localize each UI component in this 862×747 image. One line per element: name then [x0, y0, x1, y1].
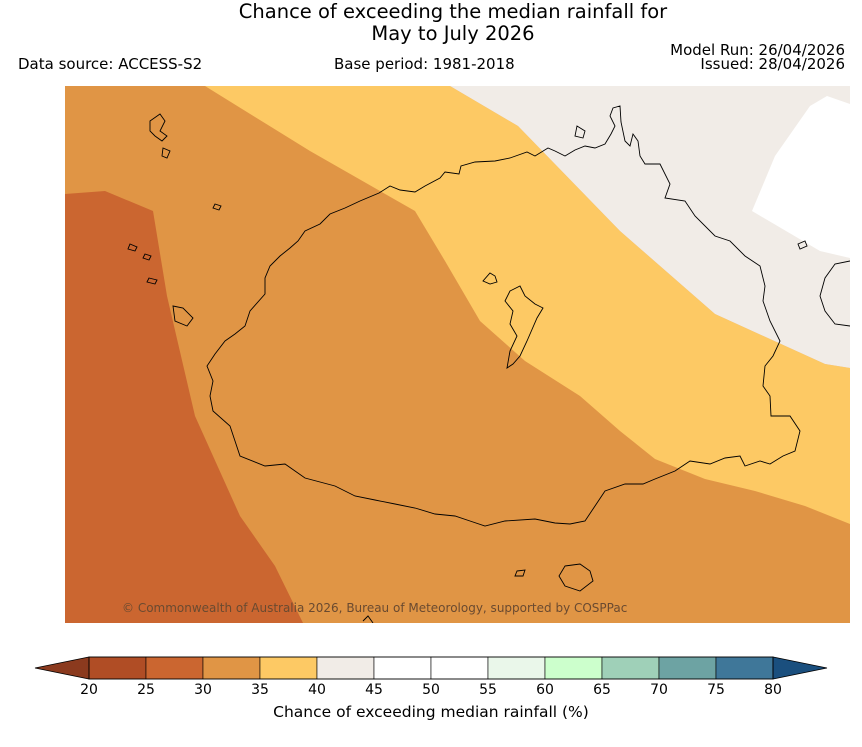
colorbar-segment-7 — [487, 656, 546, 680]
colorbar-segment-2 — [202, 656, 261, 680]
mainland-outline — [206, 105, 801, 527]
colorbar-under-arrow — [34, 656, 90, 680]
colorbar-tick-label: 30 — [194, 682, 212, 698]
region-35-40 — [205, 86, 850, 524]
island-outline-6 — [142, 253, 152, 261]
colorbar-tick-label: 75 — [707, 682, 725, 698]
probability-map — [65, 86, 850, 623]
colorbar-segment-10 — [658, 656, 717, 680]
island-outline-9 — [558, 563, 594, 592]
colorbar-over-arrow — [772, 656, 828, 680]
island-outline-13 — [574, 125, 586, 139]
colorbar-tick-label: 20 — [80, 682, 98, 698]
colorbar-tick-label: 40 — [308, 682, 326, 698]
colorbar-tick-label: 60 — [536, 682, 554, 698]
map-title-line-2: May to July 2026 — [371, 22, 535, 45]
island-outline-8 — [212, 203, 222, 211]
island-outline-4 — [172, 305, 194, 327]
colorbar-tick-label: 50 — [422, 682, 440, 698]
island-outline-1 — [482, 272, 498, 285]
region-45-55 — [752, 96, 850, 258]
island-outline-5 — [127, 243, 138, 252]
model-run-label: Model Run: 26/04/2026 — [670, 41, 845, 59]
colorbar-tick-label: 70 — [650, 682, 668, 698]
island-outline-12 — [819, 260, 850, 327]
colorbar-tick-label: 45 — [365, 682, 383, 698]
region-25-30 — [65, 191, 303, 623]
colorbar-segment-9 — [601, 656, 660, 680]
colorbar-segment-11 — [715, 656, 774, 680]
colorbar-label: Chance of exceeding median rainfall (%) — [273, 703, 589, 721]
colorbar-tick-label: 55 — [479, 682, 497, 698]
copyright-notice: © Commonwealth of Australia 2026, Bureau… — [122, 601, 628, 615]
colorbar-tick-label: 65 — [593, 682, 611, 698]
colorbar-frame — [88, 656, 774, 680]
colorbar-segment-1 — [145, 656, 204, 680]
island-outline-10 — [514, 569, 526, 577]
island-outline-11 — [797, 240, 808, 250]
region-40-45 — [450, 86, 850, 368]
colorbar-tick-label: 35 — [251, 682, 269, 698]
data-source-label: Data source: ACCESS-S2 — [18, 55, 203, 73]
map-svg — [65, 86, 850, 623]
base-period-label: Base period: 1981-2018 — [334, 55, 515, 73]
colorbar-segment-8 — [544, 656, 603, 680]
colorbar-tick-label: 25 — [137, 682, 155, 698]
colorbar-segment-0 — [88, 656, 147, 680]
colorbar-segment-6 — [430, 656, 489, 680]
colorbar — [34, 656, 828, 680]
island-outline-7 — [146, 277, 158, 285]
colorbar-segment-3 — [259, 656, 318, 680]
island-outline-3 — [161, 147, 171, 159]
colorbar-segments — [88, 656, 774, 680]
gulf-outline — [504, 285, 544, 369]
colorbar-tick-label: 80 — [764, 682, 782, 698]
island-outline-14 — [362, 615, 374, 623]
coastline — [127, 105, 850, 623]
island-outline-2 — [149, 113, 168, 142]
map-title-line-1: Chance of exceeding the median rainfall … — [238, 0, 668, 23]
colorbar-segment-4 — [316, 656, 375, 680]
issued-label: Issued: 28/04/2026 — [700, 55, 845, 73]
colorbar-segment-5 — [373, 656, 432, 680]
